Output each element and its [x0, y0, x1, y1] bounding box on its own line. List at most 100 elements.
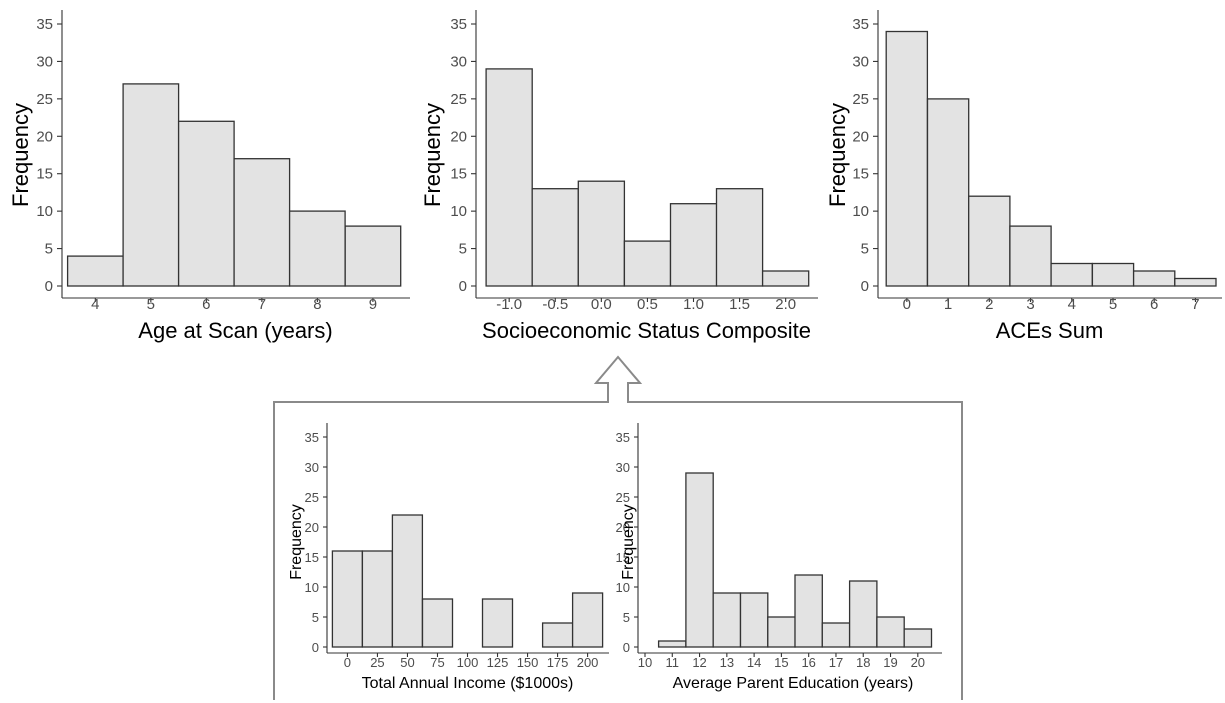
ses-bar-4	[669, 203, 718, 287]
ses-y-tick-label: 5	[459, 241, 467, 258]
aces-y-tick-label: 30	[852, 53, 869, 70]
education-x-tick-label: 19	[883, 655, 897, 670]
income-y-tick-label: 10	[305, 580, 319, 595]
aces-x-tick-label: 3	[1026, 296, 1034, 313]
aces-bar-7	[1174, 277, 1217, 287]
ses-x-tick-label: 2.0	[775, 296, 796, 313]
education-x-tick-label: 13	[720, 655, 734, 670]
education-bar-0	[657, 640, 687, 648]
education-x-tick-label: 11	[666, 655, 680, 670]
education-x-axis-title: Average Parent Education (years)	[673, 675, 914, 692]
age-y-tick-label: 10	[36, 203, 53, 220]
education-x-tick-label: 17	[829, 655, 843, 670]
education-y-tick-label: 30	[616, 460, 630, 475]
aces-x-tick-label: 1	[944, 296, 952, 313]
aces-bar-2	[968, 195, 1011, 287]
aces-y-tick-label: 0	[861, 278, 869, 295]
income-y-tick-label: 5	[312, 610, 319, 625]
income-bar-3	[421, 598, 454, 648]
income-bar-0	[331, 550, 364, 648]
income-x-tick-label: 50	[400, 655, 414, 670]
income-x-axis-title: Total Annual Income ($1000s)	[362, 675, 574, 692]
income-bar-2	[391, 514, 424, 648]
aces-y-tick-label: 35	[852, 16, 869, 33]
education-bar-6	[821, 622, 851, 648]
education-x-tick-label: 14	[747, 655, 761, 670]
aces-x-tick-label: 6	[1150, 296, 1158, 313]
ses-y-tick-label: 35	[450, 16, 467, 33]
aces-y-tick-label: 5	[861, 241, 869, 258]
education-y-tick-label: 25	[616, 490, 630, 505]
age-y-axis-title: Frequency	[8, 103, 33, 207]
age-x-axis-title: Age at Scan (years)	[138, 318, 332, 343]
education-bar-5	[794, 574, 823, 648]
chart-ses: 0 5 10 15 20 25 30 35 -1.0 -0.5 0.0 0.5 1.0 1.5 2.0 Soc…	[420, 10, 818, 343]
aces-x-axis-title: ACEs Sum	[996, 318, 1104, 343]
ses-y-tick-label: 30	[450, 53, 467, 70]
income-y-tick-label: 35	[305, 430, 319, 445]
aces-y-tick-label: 10	[852, 203, 869, 220]
education-y-tick-label: 0	[623, 640, 630, 655]
income-y-axis-title: Frequency	[288, 504, 305, 580]
ses-x-tick-label: 1.0	[683, 296, 704, 313]
age-bar-0	[66, 255, 124, 287]
income-y-tick-label: 30	[305, 460, 319, 475]
education-x-tick-label: 18	[856, 655, 870, 670]
age-x-tick-label: 4	[91, 296, 99, 313]
ses-bar-0	[485, 68, 533, 287]
age-y-tick-label: 35	[36, 16, 53, 33]
ses-y-tick-label: 10	[450, 203, 467, 220]
income-bar-1	[361, 550, 394, 648]
age-y-tick-label: 15	[36, 166, 53, 183]
aces-x-tick-label: 7	[1191, 296, 1199, 313]
chart-age: 0 5 10 15 20 25 30 35 4 5 6 7 8 9 Age at Scan (years) F…	[8, 10, 410, 343]
income-bar-7	[541, 622, 574, 648]
income-x-tick-label: 125	[487, 655, 509, 670]
ses-y-tick-label: 15	[450, 166, 467, 183]
ses-y-tick-label: 20	[450, 128, 467, 145]
ses-x-tick-label: -1.0	[496, 296, 522, 313]
aces-x-tick-label: 2	[985, 296, 993, 313]
chart-income: 0 5 10 15 20 25 30 35 0 25 50 75 100 125 150 175 200Tota…	[288, 423, 609, 692]
education-bar-3	[739, 592, 769, 648]
education-y-tick-label: 5	[623, 610, 630, 625]
aces-y-tick-label: 20	[852, 128, 869, 145]
education-x-tick-label: 12	[692, 655, 706, 670]
age-y-tick-label: 30	[36, 53, 53, 70]
age-y-tick-label: 5	[45, 241, 53, 258]
ses-bar-6	[761, 270, 810, 287]
education-x-tick-label: 20	[911, 655, 925, 670]
ses-y-tick-label: 0	[459, 278, 467, 295]
education-y-tick-label: 20	[616, 520, 630, 535]
aces-y-axis-title: Frequency	[825, 103, 850, 207]
age-y-tick-label: 20	[36, 128, 53, 145]
aces-bar-5	[1091, 262, 1135, 287]
connector-arrow	[273, 355, 963, 700]
ses-x-tick-label: -0.5	[542, 296, 568, 313]
age-x-tick-label: 8	[313, 296, 321, 313]
age-x-tick-label: 9	[369, 296, 377, 313]
aces-bar-6	[1132, 270, 1176, 287]
ses-x-tick-label: 1.5	[729, 296, 750, 313]
education-bar-4	[767, 616, 796, 648]
chart-education: 0 5 10 15 20 25 30 35 10 11 12 13 14 15 16 17 18 19 20 Aver…	[616, 423, 942, 692]
ses-y-tick-label: 25	[450, 91, 467, 108]
education-bar-7	[848, 580, 878, 648]
aces-y-tick-label: 25	[852, 91, 869, 108]
education-x-tick-label: 15	[774, 655, 788, 670]
education-y-tick-label: 10	[616, 580, 630, 595]
aces-y-tick-label: 15	[852, 166, 869, 183]
age-bar-3	[233, 158, 291, 287]
aces-bar-1	[926, 98, 970, 287]
income-y-tick-label: 25	[305, 490, 319, 505]
aces-x-tick-label: 4	[1068, 296, 1076, 313]
education-bar-2	[712, 592, 742, 648]
income-x-tick-label: 175	[547, 655, 569, 670]
income-x-tick-label: 100	[457, 655, 479, 670]
income-bar-5	[481, 598, 514, 648]
income-y-tick-label: 0	[312, 640, 319, 655]
aces-bar-3	[1009, 225, 1052, 287]
chart-aces: 0 5 10 15 20 25 30 35 0 1 2 3 4 5 6 7 ACEs Sum Frequency	[825, 10, 1222, 343]
age-bar-4	[288, 210, 346, 287]
